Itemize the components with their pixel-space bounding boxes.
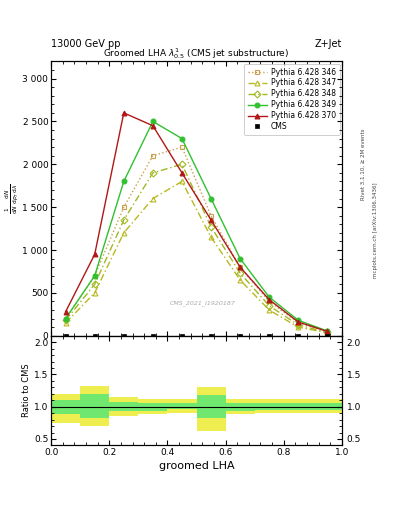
Pythia 6.428 349 — [267, 294, 272, 300]
Pythia 6.428 349 — [180, 136, 184, 142]
Text: mcplots.cern.ch [arXiv:1306.3436]: mcplots.cern.ch [arXiv:1306.3436] — [373, 183, 378, 278]
Text: CMS_2021_I1920187: CMS_2021_I1920187 — [169, 300, 235, 306]
CMS — [121, 333, 126, 339]
Line: CMS: CMS — [63, 333, 330, 338]
Pythia 6.428 348 — [238, 270, 242, 276]
Pythia 6.428 370 — [238, 264, 242, 270]
Pythia 6.428 370 — [92, 251, 97, 258]
Text: Z+Jet: Z+Jet — [314, 38, 342, 49]
Pythia 6.428 348 — [92, 281, 97, 287]
Pythia 6.428 347 — [209, 234, 213, 240]
Pythia 6.428 370 — [151, 123, 155, 129]
Pythia 6.428 346 — [325, 328, 330, 334]
Pythia 6.428 346 — [151, 153, 155, 159]
Pythia 6.428 347 — [267, 307, 272, 313]
Pythia 6.428 348 — [151, 170, 155, 176]
Pythia 6.428 348 — [267, 303, 272, 309]
Pythia 6.428 346 — [209, 212, 213, 219]
CMS — [267, 333, 272, 339]
Pythia 6.428 349 — [121, 178, 126, 184]
Pythia 6.428 346 — [121, 204, 126, 210]
Legend: Pythia 6.428 346, Pythia 6.428 347, Pythia 6.428 348, Pythia 6.428 349, Pythia 6: Pythia 6.428 346, Pythia 6.428 347, Pyth… — [244, 63, 340, 135]
Pythia 6.428 349 — [325, 328, 330, 334]
CMS — [151, 333, 155, 339]
CMS — [63, 333, 68, 339]
Pythia 6.428 346 — [238, 264, 242, 270]
CMS — [92, 333, 97, 339]
Pythia 6.428 347 — [180, 178, 184, 184]
Pythia 6.428 348 — [63, 317, 68, 324]
Pythia 6.428 346 — [63, 315, 68, 322]
Pythia 6.428 347 — [296, 324, 301, 330]
CMS — [296, 333, 301, 339]
Pythia 6.428 348 — [180, 161, 184, 167]
Pythia 6.428 349 — [238, 255, 242, 262]
Pythia 6.428 349 — [296, 317, 301, 324]
Pythia 6.428 370 — [267, 296, 272, 303]
Pythia 6.428 347 — [238, 277, 242, 283]
CMS — [180, 333, 184, 339]
Title: Groomed LHA $\lambda^{1}_{0.5}$ (CMS jet substructure): Groomed LHA $\lambda^{1}_{0.5}$ (CMS jet… — [103, 47, 290, 61]
Pythia 6.428 346 — [180, 144, 184, 150]
Pythia 6.428 347 — [151, 196, 155, 202]
Pythia 6.428 370 — [296, 319, 301, 325]
Pythia 6.428 370 — [180, 170, 184, 176]
Text: Rivet 3.1.10, ≥ 2M events: Rivet 3.1.10, ≥ 2M events — [361, 128, 366, 200]
Pythia 6.428 349 — [92, 273, 97, 279]
Line: Pythia 6.428 348: Pythia 6.428 348 — [63, 162, 330, 335]
Pythia 6.428 347 — [63, 320, 68, 326]
CMS — [209, 333, 213, 339]
Line: Pythia 6.428 346: Pythia 6.428 346 — [63, 145, 330, 334]
Text: 13000 GeV pp: 13000 GeV pp — [51, 38, 121, 49]
Pythia 6.428 348 — [325, 329, 330, 335]
Line: Pythia 6.428 370: Pythia 6.428 370 — [63, 111, 330, 334]
Pythia 6.428 348 — [209, 224, 213, 230]
Pythia 6.428 349 — [209, 196, 213, 202]
Pythia 6.428 346 — [267, 298, 272, 305]
X-axis label: groomed LHA: groomed LHA — [159, 461, 234, 472]
Pythia 6.428 370 — [121, 110, 126, 116]
Y-axis label: $\frac{1}{\mathrm{d}N}\,\frac{\mathrm{d}N}{\mathrm{d}p_T\,\mathrm{d}\lambda}$: $\frac{1}{\mathrm{d}N}\,\frac{\mathrm{d}… — [4, 183, 21, 214]
Pythia 6.428 370 — [325, 328, 330, 334]
Pythia 6.428 347 — [325, 330, 330, 336]
Line: Pythia 6.428 347: Pythia 6.428 347 — [63, 179, 330, 335]
Pythia 6.428 347 — [121, 230, 126, 236]
Pythia 6.428 349 — [63, 315, 68, 322]
CMS — [325, 333, 330, 339]
Line: Pythia 6.428 349: Pythia 6.428 349 — [63, 119, 330, 333]
Pythia 6.428 370 — [209, 217, 213, 223]
CMS — [238, 333, 242, 339]
Pythia 6.428 346 — [296, 320, 301, 326]
Pythia 6.428 348 — [121, 217, 126, 223]
Pythia 6.428 370 — [63, 309, 68, 315]
Pythia 6.428 347 — [92, 290, 97, 296]
Pythia 6.428 348 — [296, 322, 301, 328]
Pythia 6.428 346 — [92, 273, 97, 279]
Pythia 6.428 349 — [151, 118, 155, 124]
Y-axis label: Ratio to CMS: Ratio to CMS — [22, 364, 31, 417]
